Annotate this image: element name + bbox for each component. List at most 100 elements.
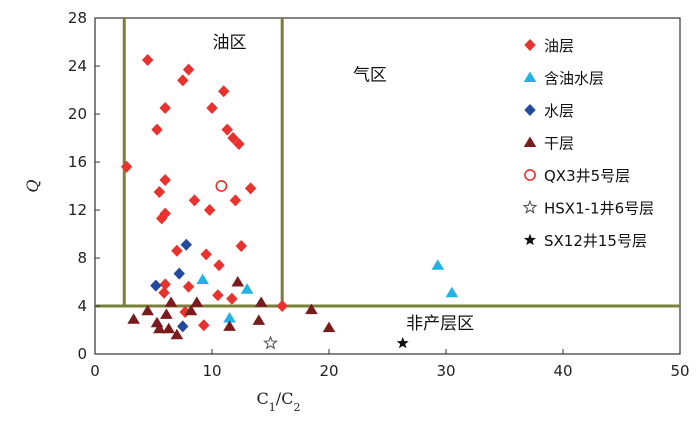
legend-label: 干层 — [544, 135, 574, 153]
legend-marker — [524, 104, 536, 116]
data-point — [190, 296, 204, 307]
data-point — [445, 286, 459, 298]
data-point — [221, 123, 233, 136]
series-0 — [120, 54, 288, 332]
data-point — [233, 138, 245, 150]
data-point — [206, 102, 218, 114]
data-point — [396, 336, 409, 349]
data-point — [254, 296, 268, 307]
x-tick-label: 0 — [90, 362, 100, 380]
plot-frame — [94, 17, 681, 355]
series-3 — [127, 276, 336, 340]
data-point — [305, 303, 318, 315]
legend-marker — [524, 169, 536, 181]
data-point — [170, 328, 184, 340]
data-point — [252, 314, 266, 325]
data-point — [244, 182, 257, 195]
x-axis-title-c: C — [257, 389, 269, 408]
data-point — [180, 238, 192, 251]
region-label: 非产层区 — [406, 314, 474, 334]
data-point — [177, 320, 189, 333]
data-point — [213, 259, 225, 272]
data-point — [215, 180, 228, 192]
series-5 — [263, 335, 278, 350]
legend-label: 含油水层 — [544, 70, 604, 88]
data-point — [182, 63, 195, 76]
data-point — [182, 280, 195, 293]
data-point — [141, 54, 154, 66]
data-point — [120, 160, 133, 173]
data-point — [179, 306, 191, 318]
series-2 — [150, 238, 192, 333]
data-point — [159, 174, 171, 186]
data-point — [158, 286, 170, 299]
data-point — [322, 321, 336, 333]
data-point — [127, 313, 140, 324]
y-tick-label: 8 — [77, 249, 87, 267]
x-tick-label: 30 — [436, 362, 455, 380]
data-point — [173, 267, 185, 280]
data-point — [203, 204, 216, 216]
data-point — [200, 248, 212, 261]
data-point — [263, 335, 278, 350]
data-point — [226, 292, 238, 305]
x-axis-title-sub1: 1 — [269, 401, 276, 414]
x-axis-title: C1/C2 — [257, 389, 301, 414]
data-point — [177, 74, 189, 87]
y-tick-label: 20 — [68, 105, 87, 123]
data-point — [141, 304, 154, 316]
data-point — [162, 322, 176, 334]
data-point — [150, 316, 164, 328]
series-1 — [196, 259, 459, 323]
y-tick-label: 16 — [68, 153, 87, 171]
data-point — [431, 259, 445, 270]
data-point — [223, 320, 236, 331]
legend-marker — [524, 39, 536, 51]
data-point — [153, 186, 166, 198]
x-axis-title-sub2: 2 — [293, 401, 300, 414]
data-point — [155, 212, 168, 225]
legend-label: QX3井5号层 — [544, 167, 630, 185]
data-point — [159, 102, 171, 114]
legend-label: SX12井15号层 — [544, 232, 647, 250]
data-point — [184, 304, 198, 316]
y-tick-label: 0 — [77, 345, 87, 363]
region-boundaries — [95, 18, 680, 308]
data-point — [151, 123, 163, 136]
legend-label: HSX1-1井6号层 — [544, 200, 654, 218]
x-tick-label: 40 — [553, 362, 572, 380]
legend-marker — [523, 136, 537, 147]
data-point — [160, 308, 173, 319]
data-point — [150, 279, 162, 292]
y-tick-label: 4 — [77, 297, 87, 315]
data-point — [196, 273, 209, 285]
y-axis-title: Q — [23, 179, 42, 192]
data-point — [231, 276, 245, 287]
plot-area — [94, 17, 681, 355]
y-tick-label: 28 — [68, 9, 87, 27]
data-point — [240, 283, 254, 294]
data-points — [120, 54, 459, 350]
legend-marker — [523, 71, 537, 82]
x-axis-title-slash: /C — [276, 389, 294, 408]
data-point — [171, 244, 183, 257]
data-point — [212, 289, 224, 302]
legend-label: 水层 — [544, 102, 574, 120]
x-tick-label: 10 — [202, 362, 221, 380]
x-tick-label: 50 — [670, 362, 689, 380]
data-point — [276, 300, 288, 312]
data-point — [218, 85, 230, 98]
data-point — [159, 278, 171, 291]
legend-marker — [522, 199, 538, 214]
axis-ticks: 0 10 20 30 40 50 0 4 8 12 16 20 24 28 — [68, 9, 690, 380]
x-tick-label: 20 — [319, 362, 338, 380]
data-point — [198, 319, 210, 332]
legend-label: 油层 — [544, 37, 574, 55]
region-label: 气区 — [353, 65, 387, 85]
y-tick-label: 24 — [68, 57, 87, 75]
data-point — [235, 240, 247, 252]
data-point — [223, 312, 236, 323]
y-tick-label: 12 — [68, 201, 87, 219]
